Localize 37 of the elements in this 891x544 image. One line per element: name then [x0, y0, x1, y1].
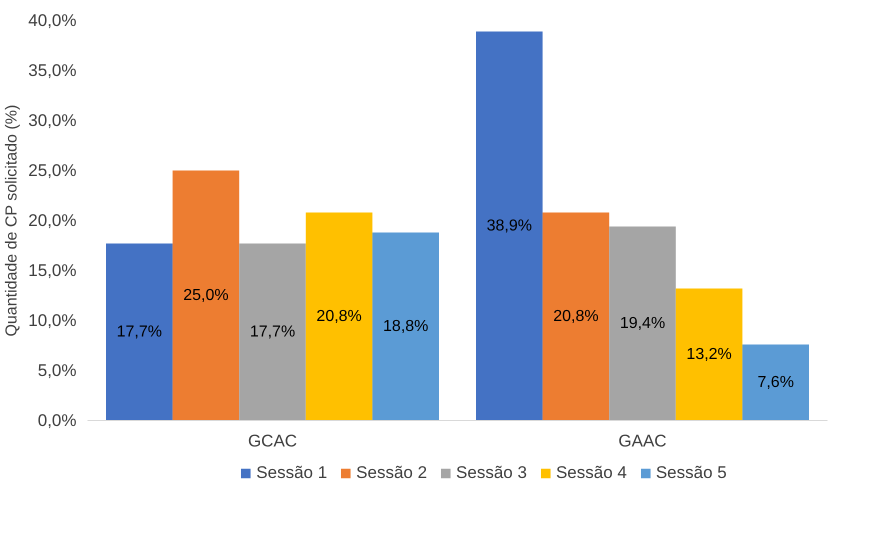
bar — [239, 244, 306, 420]
bar — [742, 344, 809, 420]
bar — [476, 32, 543, 420]
legend-label: Sessão 2 — [356, 463, 428, 483]
y-tick-label: 25,0% — [28, 161, 76, 180]
y-tick-label: 35,0% — [28, 61, 76, 80]
y-tick-label: 30,0% — [28, 111, 76, 130]
bar — [106, 244, 173, 420]
data-label: 18,8% — [383, 318, 428, 335]
bar — [676, 288, 742, 420]
y-tick-label: 40,0% — [28, 11, 76, 30]
data-label: 20,8% — [553, 308, 599, 325]
legend-label: Sessão 3 — [456, 463, 527, 483]
x-tick-label: GCAC — [248, 432, 298, 450]
data-label: 38,9% — [486, 218, 532, 234]
bar — [609, 226, 676, 420]
legend-label: Sessão 4 — [556, 463, 627, 483]
x-tick-label: GAAC — [618, 432, 667, 450]
data-label: 13,2% — [686, 346, 732, 363]
y-tick-label: 20,0% — [28, 211, 76, 230]
data-label: 19,4% — [620, 315, 666, 332]
data-label: 17,7% — [116, 324, 162, 340]
bar — [172, 170, 240, 420]
y-axis-title: Quantidade de CP solicitado (%) — [3, 104, 20, 337]
bar — [542, 212, 610, 420]
data-label: 20,8% — [316, 308, 362, 325]
bar — [306, 212, 372, 420]
y-tick-label: 15,0% — [28, 261, 76, 280]
legend-label: Sessão 1 — [256, 463, 328, 483]
bar — [372, 232, 439, 420]
data-label: 25,0% — [183, 287, 229, 304]
data-label: 7,6% — [757, 374, 794, 391]
y-tick-label: 0,0% — [38, 411, 76, 430]
data-label: 17,7% — [250, 324, 296, 340]
legend-label: Sessão 5 — [656, 463, 727, 483]
y-tick-label: 5,0% — [38, 361, 76, 380]
y-tick-label: 10,0% — [28, 311, 76, 330]
